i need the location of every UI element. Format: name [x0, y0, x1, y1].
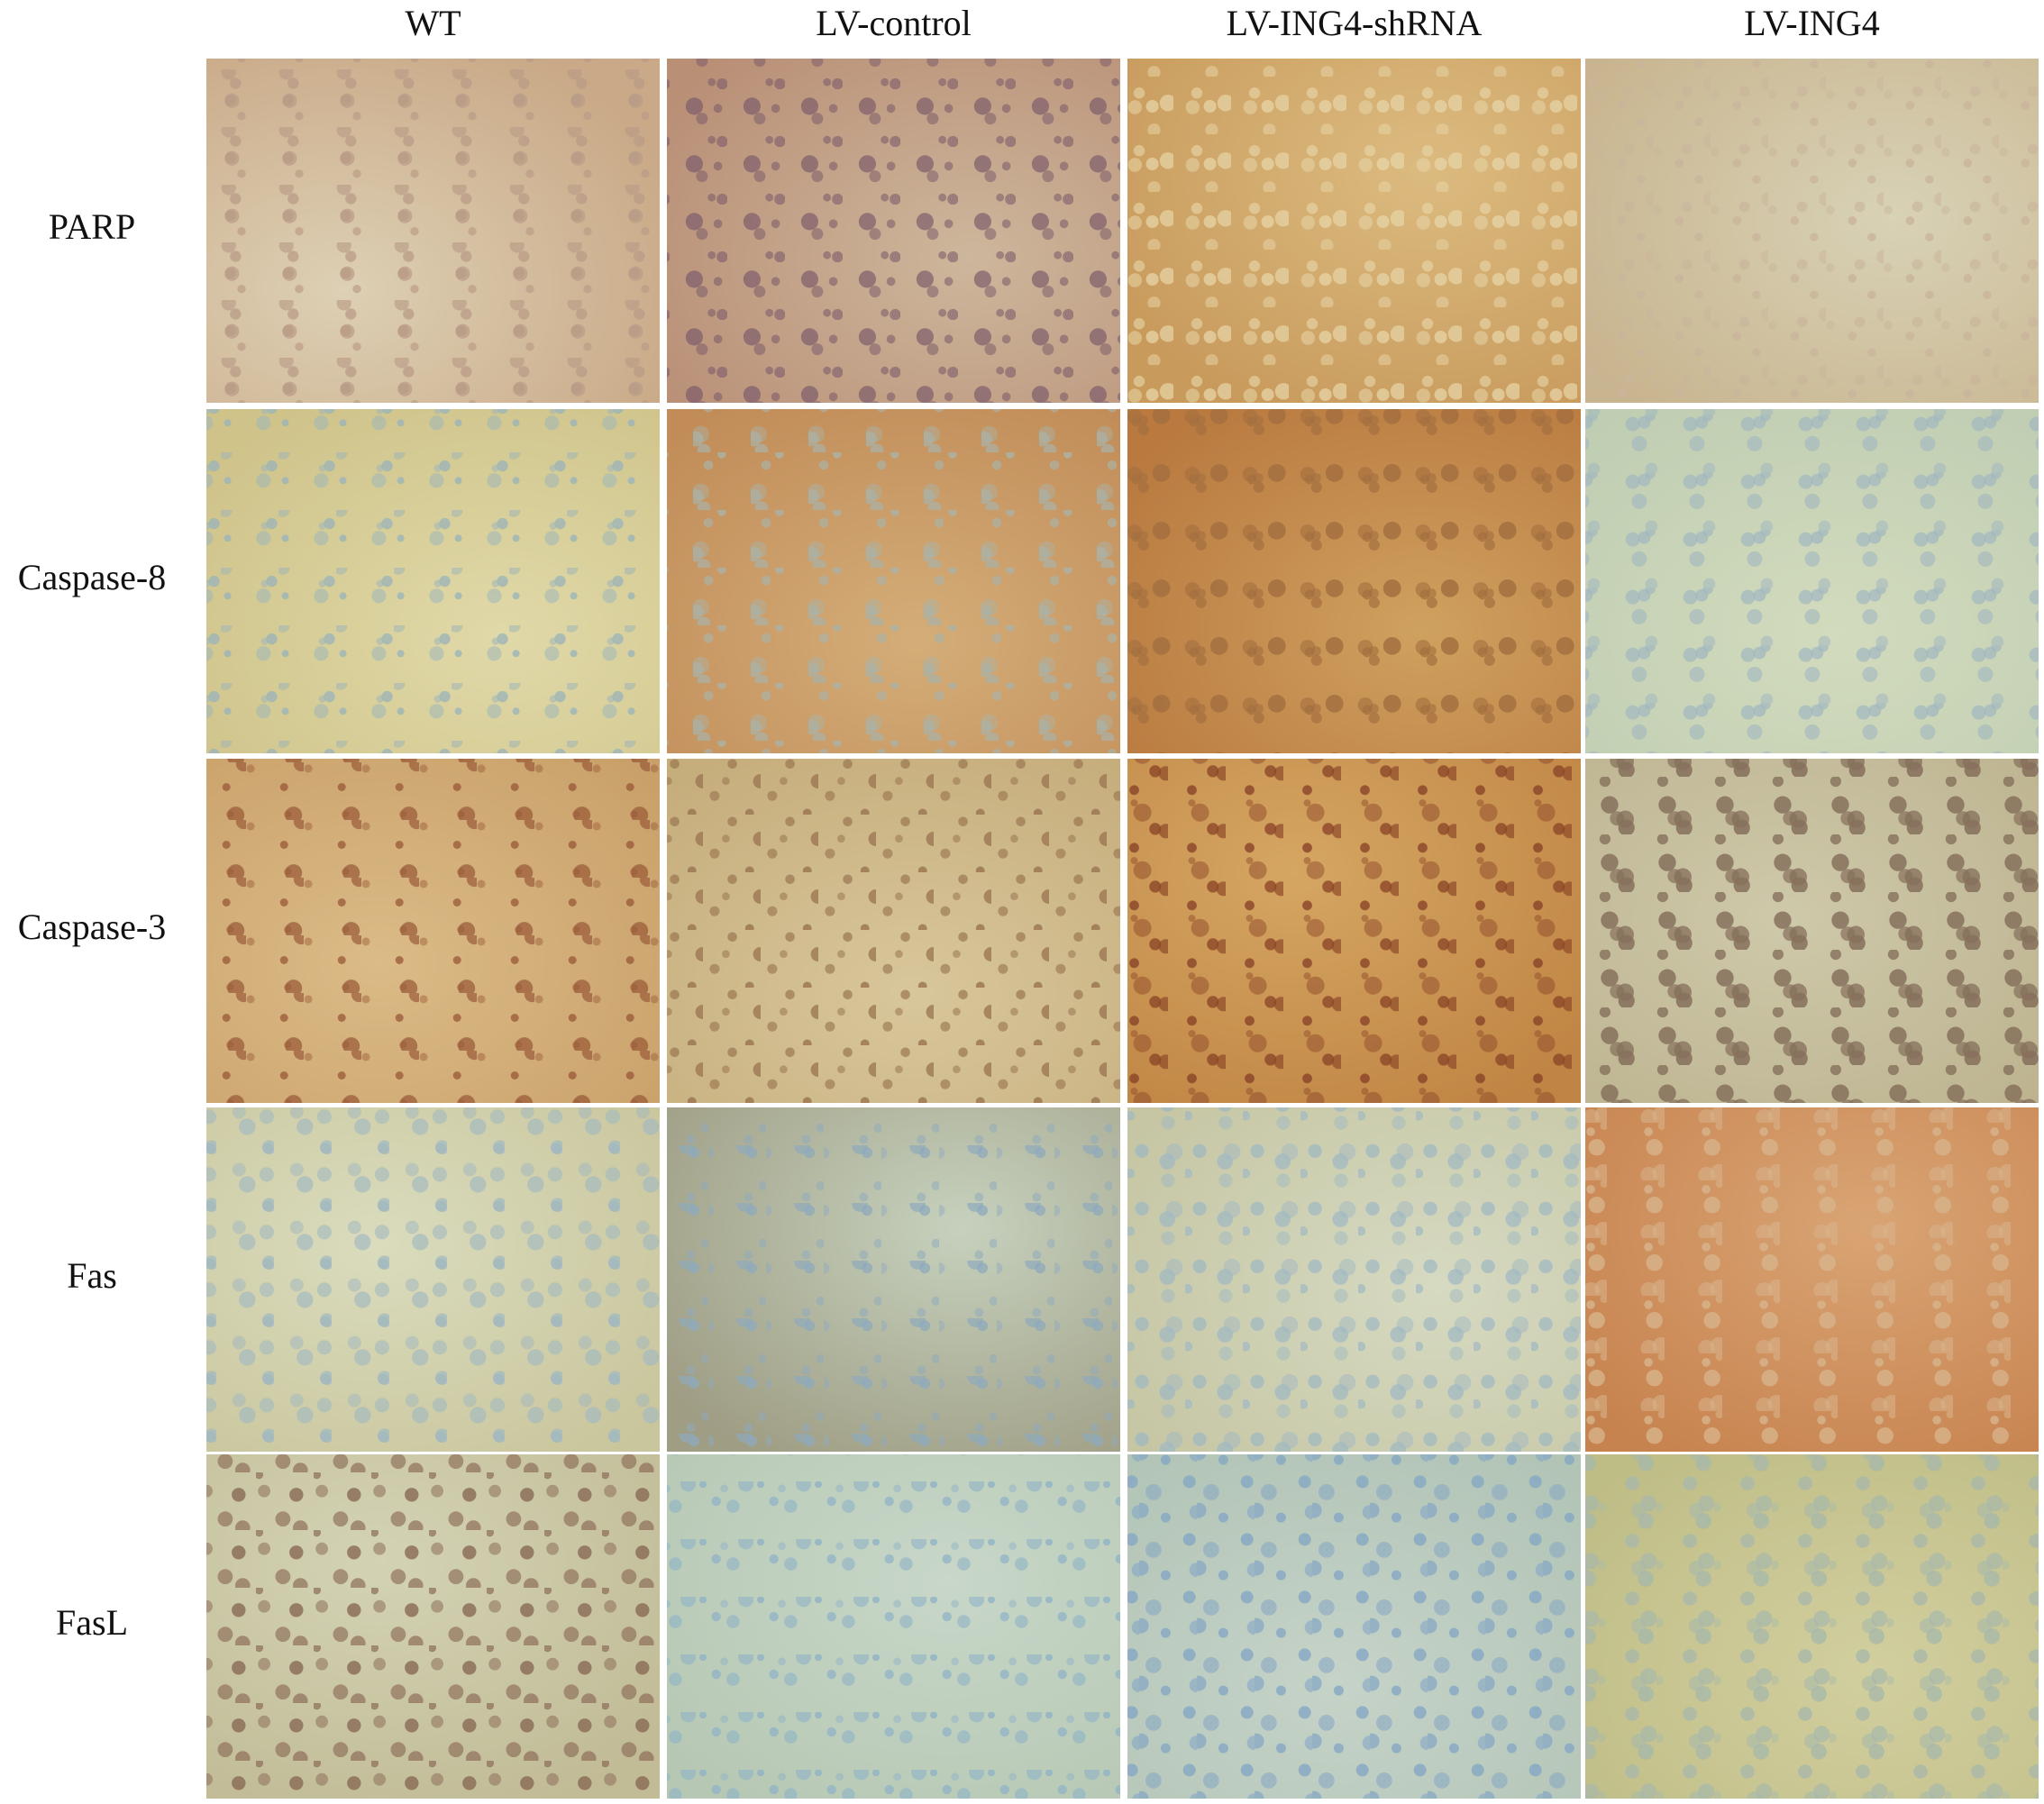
panel-cells: [206, 59, 660, 403]
panel-cells: [1585, 759, 2039, 1103]
panel-cells: [667, 759, 1120, 1103]
micrograph-panel: [1127, 1454, 1581, 1799]
panel-cells: [667, 1107, 1120, 1452]
micrograph-panel: [1127, 759, 1581, 1103]
panel-cells: [1127, 1454, 1581, 1799]
micrograph-panel: [206, 759, 660, 1103]
panel-cells: [667, 409, 1120, 753]
panel-cells: [1127, 409, 1581, 753]
micrograph-panel: [667, 759, 1120, 1103]
micrograph-panel: [1585, 59, 2039, 403]
row-label: FasL: [56, 1602, 128, 1643]
panel-cells: [206, 1107, 660, 1452]
micrograph-panel: [206, 1454, 660, 1799]
row-label: Caspase-8: [18, 557, 166, 597]
column-header: WT: [405, 3, 461, 43]
panel-cells: [206, 1454, 660, 1799]
panel-cells: [667, 59, 1120, 403]
column-header: LV-control: [816, 3, 972, 43]
micrograph-panel: [1585, 1107, 2039, 1452]
micrograph-panel: [206, 1107, 660, 1452]
micrograph-panel: [667, 1454, 1120, 1799]
panel-cells: [1127, 1107, 1581, 1452]
micrograph-panel: [1585, 1454, 2039, 1799]
micrograph-panel: [1585, 409, 2039, 753]
micrograph-panel: [206, 59, 660, 403]
micrograph-panel: [667, 409, 1120, 753]
row-label: Caspase-3: [18, 907, 166, 947]
panel-cells: [1127, 759, 1581, 1103]
micrograph-panel: [667, 1107, 1120, 1452]
micrograph-panel: [206, 409, 660, 753]
panel-cells: [667, 1454, 1120, 1799]
panel-cells: [1585, 409, 2039, 753]
row-label: Fas: [67, 1255, 117, 1296]
panel-cells: [1585, 1107, 2039, 1452]
micrograph-panel: [1127, 1107, 1581, 1452]
panel-cells: [1585, 59, 2039, 403]
micrograph-panel: [1127, 59, 1581, 403]
column-header: LV-ING4: [1744, 3, 1879, 43]
panel-cells: [1127, 59, 1581, 403]
panel-cells: [1585, 1454, 2039, 1799]
micrograph-panel: [1585, 759, 2039, 1103]
panel-cells: [206, 759, 660, 1103]
row-label: PARP: [49, 206, 135, 247]
micrograph-panel: [667, 59, 1120, 403]
column-header: LV-ING4-shRNA: [1227, 3, 1483, 43]
micrograph-panel: [1127, 409, 1581, 753]
panel-cells: [206, 409, 660, 753]
